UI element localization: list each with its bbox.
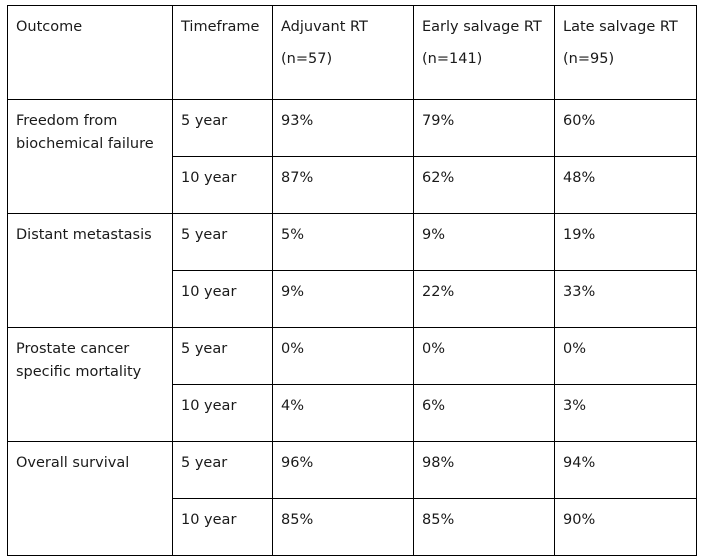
header-adjuvant-n: (n=57) (281, 51, 333, 67)
table-row: 10 year 4% 6% 3% (8, 384, 697, 442)
early-salvage-cell: 79% (413, 99, 555, 157)
timeframe-cell: 10 year (172, 384, 273, 442)
adjuvant-cell: 96% (272, 441, 414, 499)
late-salvage-cell: 19% (554, 213, 697, 271)
adjuvant-cell: 0% (272, 327, 414, 385)
early-salvage-cell: 6% (413, 384, 555, 442)
table-row: Overall survival 5 year 96% 98% 94% (7, 441, 697, 556)
header-outcome: Outcome (7, 5, 173, 100)
outcome-cell: Freedom from biochemical failure (7, 99, 173, 214)
table-row: 10 year 9% 22% 33% (8, 270, 697, 328)
late-salvage-cell: 60% (554, 99, 697, 157)
outcome-cell: Distant metastasis (7, 213, 173, 328)
timeframe-cell: 10 year (172, 156, 273, 214)
table-row: Prostate cancer specific mortality 5 yea… (7, 327, 697, 442)
early-salvage-cell: 9% (413, 213, 555, 271)
timeframe-cell: 10 year (172, 270, 273, 328)
header-early-salvage-rt: Early salvage RT (n=141) (413, 5, 555, 100)
early-salvage-cell: 22% (413, 270, 555, 328)
adjuvant-cell: 9% (272, 270, 414, 328)
results-table: Outcome Timeframe Adjuvant RT (n=57) Earl… (7, 5, 697, 556)
adjuvant-cell: 93% (272, 99, 414, 157)
table-row: Distant metastasis 5 year 5% 9% 19% (7, 213, 697, 328)
early-salvage-cell: 98% (413, 441, 555, 499)
timeframe-cell: 5 year (172, 327, 273, 385)
timeframe-cell: 5 year (172, 99, 273, 157)
adjuvant-cell: 5% (272, 213, 414, 271)
outcome-cell: Prostate cancer specific mortality (7, 327, 173, 442)
early-salvage-cell: 62% (413, 156, 555, 214)
late-salvage-cell: 3% (554, 384, 697, 442)
timeframe-cell: 10 year (172, 498, 273, 556)
header-early-n: (n=141) (422, 51, 483, 67)
table-row: 10 year 85% 85% 90% (8, 498, 697, 556)
header-late-salvage-rt: Late salvage RT (n=95) (554, 5, 697, 100)
adjuvant-cell: 4% (272, 384, 414, 442)
table-row: Freedom from biochemical failure 5 year … (7, 99, 697, 214)
table-row: 10 year 87% 62% 48% (8, 156, 697, 214)
header-late-n: (n=95) (563, 51, 615, 67)
early-salvage-cell: 0% (413, 327, 555, 385)
late-salvage-cell: 90% (554, 498, 697, 556)
adjuvant-cell: 87% (272, 156, 414, 214)
adjuvant-cell: 85% (272, 498, 414, 556)
late-salvage-cell: 33% (554, 270, 697, 328)
late-salvage-cell: 0% (554, 327, 697, 385)
timeframe-cell: 5 year (172, 213, 273, 271)
results-table-container: Outcome Timeframe Adjuvant RT (n=57) Earl… (7, 5, 697, 556)
header-timeframe: Timeframe (172, 5, 273, 100)
timeframe-cell: 5 year (172, 441, 273, 499)
late-salvage-cell: 48% (554, 156, 697, 214)
header-row: Outcome Timeframe Adjuvant RT (n=57) Earl… (7, 5, 697, 100)
late-salvage-cell: 94% (554, 441, 697, 499)
outcome-cell: Overall survival (7, 441, 173, 556)
header-adjuvant-rt: Adjuvant RT (n=57) (272, 5, 414, 100)
early-salvage-cell: 85% (413, 498, 555, 556)
